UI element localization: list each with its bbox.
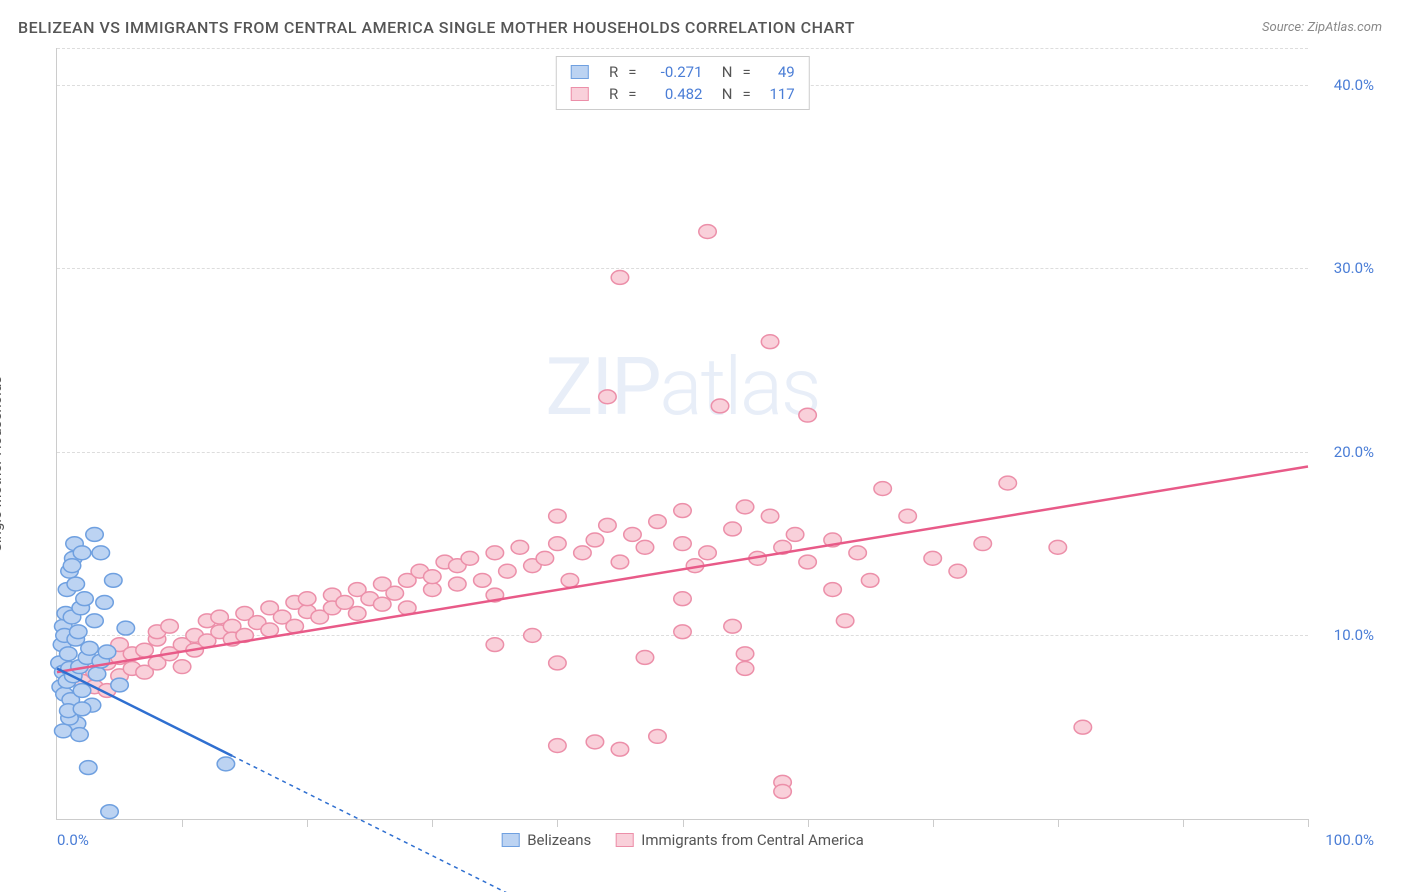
x-axis-max-label: 100.0% (1325, 831, 1374, 849)
x-tick (307, 819, 308, 827)
swatch-immigrants (570, 87, 588, 101)
chart-wrap: Single Mother Households ZIPatlas 10.0%2… (18, 48, 1382, 862)
legend-item-belizeans: Belizeans (501, 831, 591, 849)
x-tick (683, 819, 684, 827)
plot-area: ZIPatlas 10.0%20.0%30.0%40.0% 0.0% 100.0… (56, 48, 1308, 820)
x-tick (1308, 819, 1309, 827)
scatter-plot-svg (57, 48, 1308, 819)
y-tick-label: 20.0% (1314, 443, 1374, 461)
x-tick (1058, 819, 1059, 827)
legend: Belizeans Immigrants from Central Americ… (501, 831, 864, 849)
legend-label-immigrants: Immigrants from Central America (641, 831, 864, 849)
stats-box: R = -0.271 N = 49 R = 0.482 N = 117 (555, 56, 809, 110)
source-label: Source: (1262, 20, 1307, 35)
r-value-immigrants: 0.482 (647, 85, 703, 103)
legend-swatch-immigrants (615, 833, 633, 847)
n-value-immigrants: 117 (761, 85, 795, 103)
x-tick (1183, 819, 1184, 827)
y-tick-label: 40.0% (1314, 76, 1374, 94)
stats-row-belizeans: R = -0.271 N = 49 (570, 61, 794, 83)
stats-row-immigrants: R = 0.482 N = 117 (570, 83, 794, 105)
swatch-belizeans (570, 65, 588, 79)
chart-title: BELIZEAN VS IMMIGRANTS FROM CENTRAL AMER… (18, 18, 855, 37)
x-tick (557, 819, 558, 827)
x-tick (182, 819, 183, 827)
legend-label-belizeans: Belizeans (527, 831, 591, 849)
y-tick-label: 30.0% (1314, 259, 1374, 277)
legend-item-immigrants: Immigrants from Central America (615, 831, 864, 849)
n-value-belizeans: 49 (761, 63, 795, 81)
r-label: R (598, 63, 618, 81)
x-tick (808, 819, 809, 827)
x-tick (933, 819, 934, 827)
source-value: ZipAtlas.com (1307, 20, 1382, 35)
x-tick (432, 819, 433, 827)
y-tick-label: 10.0% (1314, 626, 1374, 644)
x-axis-min-label: 0.0% (57, 831, 89, 849)
n-label: N (713, 63, 733, 81)
r-value-belizeans: -0.271 (647, 63, 703, 81)
y-axis-title: Single Mother Households (0, 376, 5, 552)
source: Source: ZipAtlas.com (1262, 20, 1382, 35)
legend-swatch-belizeans (501, 833, 519, 847)
